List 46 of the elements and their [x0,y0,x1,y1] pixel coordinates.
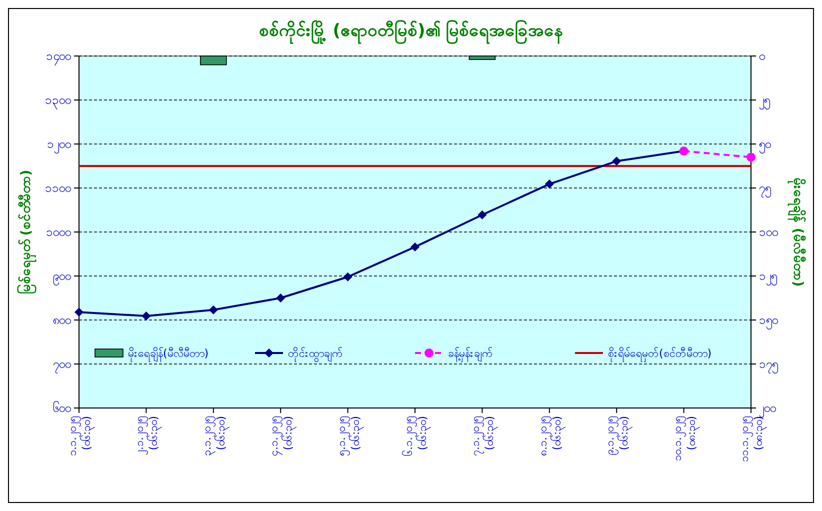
x-tick-label: ၂.၁.၂၀၂၅ (၀၆:၃၀) [133,416,162,455]
x-tick-label: ၁၀.၁.၂၀၂၅ (၀၈:၃၀) [670,416,700,461]
y2-tick-label: ၁၇၅ [759,357,778,374]
point [74,308,84,317]
x-tick-label: ၅.၁.၂၀၂၅ (၀၆:၃၀) [334,416,364,456]
y2-tick-label: ၀ [759,49,765,64]
y2-tick-label: ၅၀ [759,137,771,154]
y-tick-label: ၁၀၀၀ [46,225,71,240]
y2-tick-label: ၂၀၀ [759,401,776,416]
y-tick-label: ၁၄၀၀ [46,49,71,66]
point [544,180,554,189]
point [410,242,420,252]
y2-axis-title: မိုးရေချိန် (မီလီမီတာ) [787,177,807,287]
point [478,210,487,220]
point [746,152,756,162]
x-tick-label: ၉.၁.၂၀၂၅ (၀၆:၃၀) [604,416,633,455]
y-axis-title: မြစ်ရေမှတ် (စင်တီမီတာ) [16,170,37,294]
point [612,156,622,166]
point [276,294,286,302]
y2-tick-label: ၁၅၀ [759,313,778,330]
y-tick-label: ၁၂၀၀ [47,137,71,154]
y2-tick-label: ၁၂၅ [759,269,777,286]
legend-label: စိုးရိမ်ရေမှတ်(စင်တီမီတာ) [608,346,712,362]
chart-title: စစ်ကိုင်းမြို့ (ဧရာဝတီမြစ်)၏ မြစ်ရေအခြေအနေ [258,18,564,45]
point [208,305,218,314]
point [343,272,352,282]
y2-tick-label: ၇၅ [759,181,771,198]
y-tick-label: ၁၃၀၀ [45,93,71,110]
x-tick-label: ၃.၁.၂၀၂၅ (၀၆:၃၀) [200,416,230,456]
x-tick-label: ၁.၁.၂၀၂၅ (၀၆:၃၀) [66,416,95,456]
y-tick-label: ၉၀၀ [53,269,71,286]
x-tick-label: ၁၁.၁.၂၀၂၅ (၀၈:၃၀) [738,416,767,462]
x-tick-label: ၇.၁.၂၀၂၅ (၀၆:၃၀) [469,416,498,456]
legend-label: တိုင်းထွာချက် [288,346,343,362]
y-tick-label: ၇၀၀ [53,357,71,374]
legend-label: ခန့်မှန်းချက် [448,346,493,362]
y-tick-label: ၁၁၀၀ [45,181,71,196]
y2-tick-label: ၁၀၀ [759,225,778,240]
x-tick-label: ၄.၁.၂၀၂၅ (၀၆:၃၀) [268,416,297,456]
y-tick-label: ၈၀၀ [53,313,71,328]
point [142,312,151,321]
y2-tick-label: ၂၅ [759,93,770,110]
y-tick-label: ၆၀၀ [53,400,71,416]
x-tick-label: ၈.၁.၂၀၂၅ (၀၆:၃၀) [536,416,566,456]
x-tick-label: ၆.၁.၂၀၂၅ (၀၆:၃၀) [402,416,431,456]
legend-label: မိုးရေချိန်(မီလီမီတာ) [128,346,209,362]
